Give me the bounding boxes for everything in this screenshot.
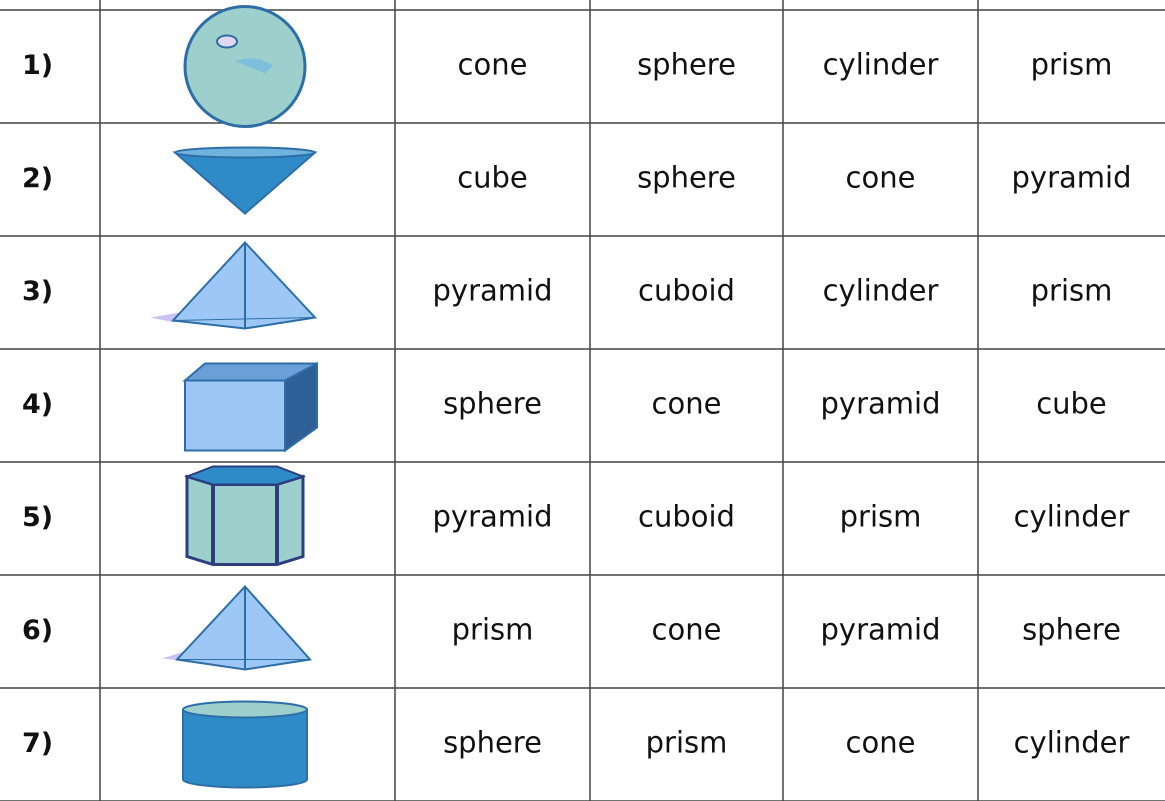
answer-option: sphere <box>637 161 736 195</box>
cone-top <box>174 146 316 159</box>
answer-option: pyramid <box>433 500 553 534</box>
answer-option: cylinder <box>823 274 939 308</box>
answer-option: cylinder <box>1014 726 1130 760</box>
prism-body <box>185 474 305 566</box>
row-number: 6) <box>22 615 53 646</box>
answer-option: prism <box>646 726 728 760</box>
row-number: 1) <box>22 50 53 81</box>
answer-option: cube <box>457 161 528 195</box>
row-number: 4) <box>22 389 53 420</box>
shape-picture <box>172 146 318 215</box>
pyramid-base <box>172 317 316 321</box>
sphere <box>183 5 307 128</box>
shape-picture <box>150 241 318 330</box>
table-cells: 1) cone sphere cylinder prism 2) cube sphere con… <box>22 5 1132 789</box>
shape-picture <box>183 465 307 566</box>
answer-option: sphere <box>443 726 542 760</box>
cube-front <box>184 379 286 452</box>
answer-option: cone <box>846 161 916 195</box>
answer-option: prism <box>1031 274 1113 308</box>
answer-option: cone <box>652 613 722 647</box>
answer-option: sphere <box>637 48 736 82</box>
row-number: 2) <box>22 163 53 194</box>
answer-option: prism <box>1031 48 1113 82</box>
answer-option: cuboid <box>638 500 735 534</box>
answer-option: prism <box>840 500 922 534</box>
answer-option: cone <box>652 387 722 421</box>
row-number: 3) <box>22 276 53 307</box>
answer-option: pyramid <box>821 387 941 421</box>
prism-top <box>183 465 307 486</box>
answer-option: cube <box>1036 387 1107 421</box>
answer-option: pyramid <box>433 274 553 308</box>
shape-picture <box>182 361 318 453</box>
answer-option: cone <box>458 48 528 82</box>
answer-option: sphere <box>443 387 542 421</box>
cylinder-body <box>182 708 308 789</box>
row-number: 5) <box>22 502 53 533</box>
shape-picture <box>182 700 308 789</box>
sphere-highlight <box>235 58 273 74</box>
sphere-shine <box>216 34 238 49</box>
answer-option: cylinder <box>1014 500 1130 534</box>
row-number: 7) <box>22 728 53 759</box>
answer-option: prism <box>452 613 534 647</box>
answer-option: pyramid <box>821 613 941 647</box>
answer-option: cuboid <box>638 274 735 308</box>
answer-option: cylinder <box>823 48 939 82</box>
answer-option: sphere <box>1022 613 1121 647</box>
shape-picture <box>162 585 312 671</box>
cylinder-top <box>182 700 308 719</box>
shape-picture <box>183 5 307 128</box>
answer-option: pyramid <box>1012 161 1132 195</box>
answer-option: cone <box>846 726 916 760</box>
